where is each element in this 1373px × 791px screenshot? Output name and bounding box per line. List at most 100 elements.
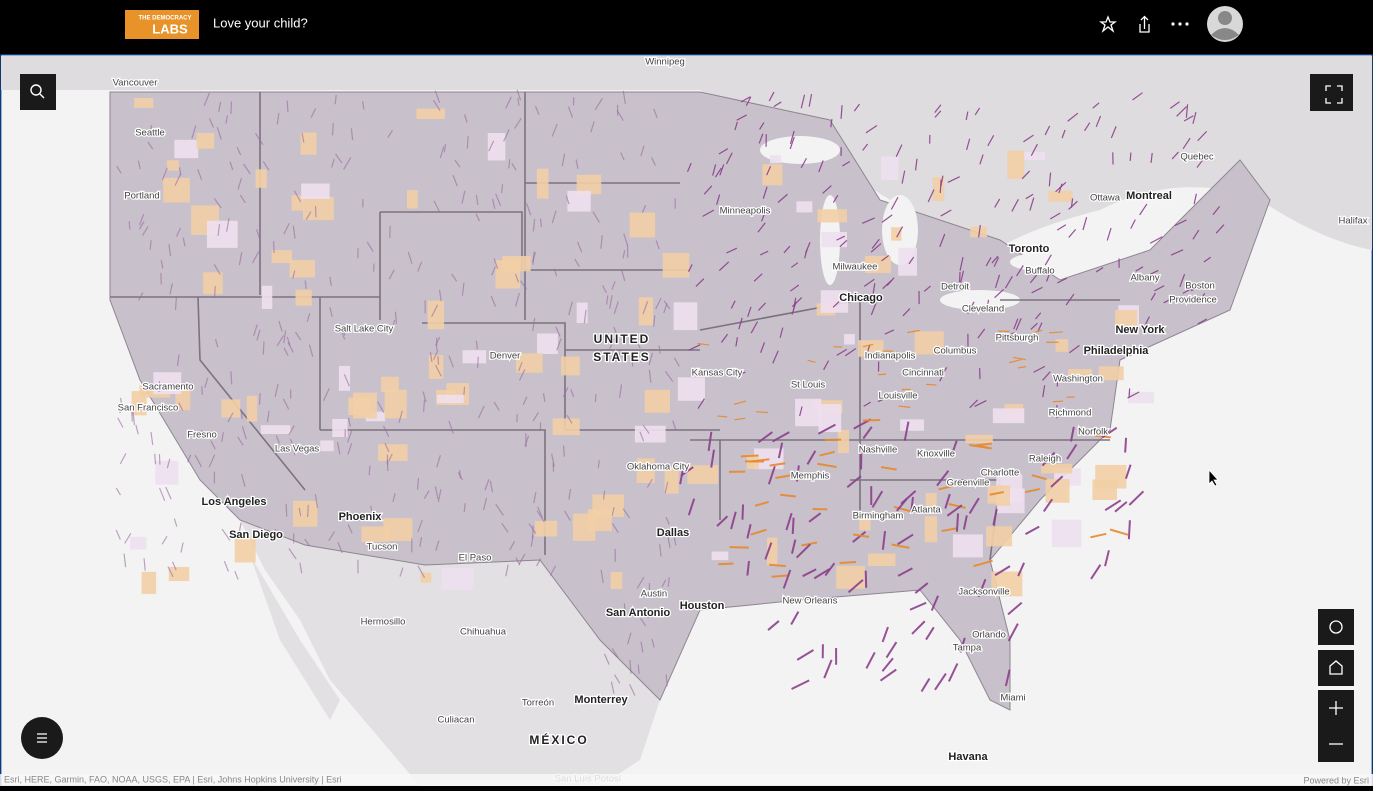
place-label: Havana bbox=[948, 751, 988, 763]
place-label: Indianapolis bbox=[865, 351, 916, 362]
place-label: Tucson bbox=[367, 542, 398, 553]
place-label: San Francisco bbox=[118, 403, 179, 414]
county-patch bbox=[611, 572, 623, 589]
county-patch bbox=[1046, 479, 1070, 503]
search-button[interactable] bbox=[20, 74, 56, 110]
place-label: Pittsburgh bbox=[996, 333, 1039, 344]
county-patch bbox=[272, 250, 293, 263]
county-patch bbox=[1095, 465, 1126, 489]
place-label: Washington bbox=[1053, 374, 1103, 385]
place-label: El Paso bbox=[459, 553, 492, 564]
place-label: Vancouver bbox=[113, 78, 158, 89]
wind-arrow bbox=[215, 286, 216, 298]
place-label: Kansas City bbox=[692, 368, 743, 379]
county-patch bbox=[293, 501, 317, 527]
wind-arrow bbox=[478, 357, 479, 368]
county-patch bbox=[821, 232, 847, 247]
place-label: UNITED bbox=[594, 332, 651, 346]
wind-arrow bbox=[260, 393, 261, 405]
county-patch bbox=[818, 209, 847, 222]
wind-arrow bbox=[155, 454, 156, 464]
wind-arrow bbox=[308, 505, 309, 517]
wind-arrow bbox=[1125, 438, 1126, 453]
wind-arrow bbox=[772, 575, 789, 576]
home-button[interactable] bbox=[1318, 650, 1354, 686]
county-patch bbox=[925, 516, 937, 542]
place-label: Atlanta bbox=[911, 505, 941, 516]
county-patch bbox=[537, 334, 558, 354]
place-label: Louisville bbox=[878, 391, 917, 402]
locate-button[interactable] bbox=[1318, 609, 1354, 645]
county-patch bbox=[1024, 152, 1045, 160]
wind-arrow bbox=[793, 518, 794, 534]
wind-arrow bbox=[742, 504, 743, 519]
county-patch bbox=[995, 485, 1010, 505]
place-label: Fresno bbox=[187, 430, 217, 441]
wind-arrow bbox=[1129, 388, 1130, 397]
place-label: Raleigh bbox=[1029, 454, 1061, 465]
county-patch bbox=[247, 396, 257, 422]
wind-arrow bbox=[741, 456, 759, 457]
county-patch bbox=[844, 334, 855, 344]
county-patch bbox=[712, 552, 729, 561]
wind-arrow bbox=[564, 446, 565, 457]
wind-arrow bbox=[940, 180, 941, 193]
place-label: Orlando bbox=[972, 630, 1006, 641]
county-patch bbox=[986, 526, 1012, 546]
county-patch bbox=[196, 133, 214, 149]
county-patch bbox=[881, 156, 898, 180]
county-patch bbox=[383, 518, 412, 541]
county-patch bbox=[174, 140, 198, 158]
county-patch bbox=[155, 461, 178, 485]
place-label: Providence bbox=[1169, 295, 1217, 306]
place-label: Milwaukee bbox=[833, 262, 878, 273]
wind-arrow bbox=[1129, 520, 1130, 539]
county-patch bbox=[1056, 339, 1069, 352]
county-patch bbox=[142, 572, 157, 594]
county-patch bbox=[167, 160, 179, 170]
place-label: San Diego bbox=[229, 529, 283, 541]
wind-arrow bbox=[1130, 153, 1131, 161]
place-label: Montreal bbox=[1126, 190, 1172, 202]
county-patch bbox=[567, 191, 590, 212]
place-label: Quebec bbox=[1180, 152, 1214, 163]
wind-arrow bbox=[957, 513, 958, 531]
place-label: Oklahoma City bbox=[627, 462, 690, 473]
place-label: Seattle bbox=[135, 128, 165, 139]
wind-arrow bbox=[638, 665, 639, 674]
wind-arrow bbox=[467, 136, 468, 148]
place-label: Norfolk bbox=[1078, 427, 1108, 438]
place-label: Hermosillo bbox=[361, 617, 406, 628]
county-patch bbox=[256, 169, 267, 187]
place-label: New Orleans bbox=[783, 596, 838, 607]
county-patch bbox=[407, 190, 418, 208]
logo-bottom: LABS bbox=[152, 21, 188, 36]
wind-arrow bbox=[333, 123, 334, 135]
place-label: Chicago bbox=[839, 292, 883, 304]
place-label: Boston bbox=[1185, 281, 1215, 292]
wind-arrow bbox=[287, 101, 288, 112]
fullscreen-button[interactable] bbox=[1310, 74, 1353, 111]
county-patch bbox=[630, 212, 655, 237]
county-patch bbox=[663, 253, 690, 278]
place-label: Denver bbox=[490, 351, 521, 362]
wind-arrow bbox=[369, 466, 370, 476]
county-patch bbox=[1048, 191, 1072, 202]
county-patch bbox=[795, 399, 821, 426]
more-icon[interactable] bbox=[1171, 22, 1188, 25]
place-label: Houston bbox=[680, 600, 725, 612]
place-label: Ottawa bbox=[1090, 193, 1121, 204]
place-label: San Antonio bbox=[606, 607, 671, 619]
county-patch bbox=[221, 399, 240, 417]
place-label: Austin bbox=[641, 589, 667, 600]
county-patch bbox=[993, 408, 1024, 423]
place-label: Salt Lake City bbox=[335, 324, 394, 335]
county-patch bbox=[635, 426, 666, 443]
place-label: Miami bbox=[1000, 693, 1025, 704]
county-patch bbox=[320, 440, 333, 451]
place-label: Toronto bbox=[1009, 243, 1050, 255]
place-label: Philadelphia bbox=[1084, 345, 1150, 357]
place-label: Columbus bbox=[934, 346, 977, 357]
county-patch bbox=[296, 290, 312, 306]
